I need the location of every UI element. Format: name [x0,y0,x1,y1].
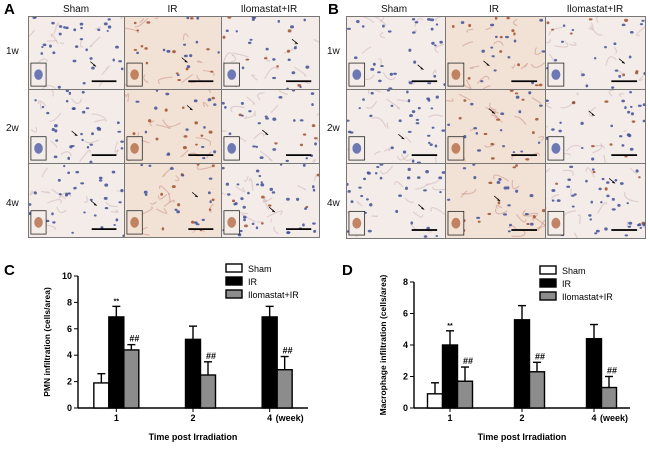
panel-c-bar-ilomastat-ir-4 [276,369,293,409]
panel-d-y-axis-label: Macrophage infiltration (cells/area) [378,274,388,415]
panel-c-legend-label: Ilomastat+IR [248,290,299,300]
panel-b-row-1w: 1w [327,46,340,57]
panel-c-x-unit-label: (week) [276,413,304,423]
panel-c-x-tick-label: 2 [190,413,195,423]
panel-b-micrograph-ir-2w [446,90,545,163]
panel-d-significance-mark: ## [607,366,617,376]
panel-a-row-2w: 2w [6,123,19,134]
panel-d-legend-swatch-ilomastat-ir [539,291,557,301]
panel-d-y-tick-label: 4 [403,340,408,350]
panel-c-plot-area: 0 2 4 6 8 10 PMN infiltration (cells/area) 1 2 4 *… [42,271,308,442]
panel-d-significance-mark: ** [447,323,453,330]
panel-d-bar-sham-1 [426,393,444,409]
panel-a-micrograph-ilomastat-4w [222,164,319,237]
panel-d-x-tick-label: 1 [447,413,452,423]
panel-a-micrograph-sham-4w [29,164,124,237]
panel-d-bar-ir-1 [441,344,459,409]
panel-c-x-tick-label: 4 [267,413,272,423]
panel-b-micrograph-sham-2w [347,90,445,163]
panel-d-legend-swatch-sham [539,265,557,275]
panel-d-chart-svg: 0 2 4 6 8 Macrophage infiltration (cells/area… [378,265,630,442]
panel-c-bar-ilomastat-ir-2 [199,374,217,409]
panel-c-bar-ir-1 [108,316,125,409]
panel-c-y-tick-label: 0 [67,403,72,413]
panel-d-bar-ir-2 [513,319,531,409]
panel-d-x-axis-label: Time post Irradiation [478,432,567,442]
panel-c-y-tick-label: 8 [67,297,72,307]
panel-c-significance-mark: ** [114,298,120,305]
panel-c-legend-label: IR [248,277,258,287]
panel-b-micrograph-grid [346,16,646,239]
panel-a-col-ir: IR [167,4,178,15]
panel-d-letter: D [342,262,353,279]
panel-a-row-1w: 1w [6,46,19,57]
panel-a-micrograph-ilomastat-1w [222,17,319,89]
panel-d-significance-mark: ## [535,351,545,361]
panel-a-micrograph-sham-1w [29,17,124,89]
panel-c-chart-svg: 0 2 4 6 8 10 PMN infiltration (cells/area) 1 2 4 *… [42,263,308,442]
panel-d-y-tick-label: 8 [403,277,408,287]
panel-c-legend-swatch-ilomastat-ir [225,289,243,299]
panel-d-x-tick-label: 4 [591,413,596,423]
panel-d-legend-label: Ilomastat+IR [562,292,613,302]
panel-c-y-tick-label: 2 [67,377,72,387]
panel-d-y-tick-label: 2 [403,372,408,382]
panel-b-row-4w: 4w [327,198,340,209]
panel-c-y-tick-label: 10 [62,271,72,281]
panel-c-x-tick-label: 1 [114,413,119,423]
panel-b-micrograph-ilomastat-4w [546,164,645,238]
panel-a-row-4w: 4w [6,198,19,209]
panel-b-micrograph-ilomastat-1w [546,17,645,89]
panel-c-legend-label: Sham [248,264,272,274]
panel-c-legend-swatch-sham [225,263,243,273]
panel-a-micrograph-ir-4w [125,164,221,237]
panel-d-legend-label: IR [562,279,572,289]
panel-d-legend-label: Sham [562,266,586,276]
panel-c-y-tick-label: 6 [67,324,72,334]
panel-d-y-tick-label: 6 [403,309,408,319]
panel-b-col-sham: Sham [380,4,408,15]
panel-d-bar-ir-4 [585,337,603,409]
panel-c-y-tick-label: 4 [67,350,72,360]
panel-d-legend-swatch-ir [539,278,557,288]
panel-a-micrograph-ir-1w [125,17,221,89]
panel-a-micrograph-ilomastat-2w [222,90,319,163]
panel-b-col-ilomastat: Ilomastat+IR [566,4,624,15]
panel-b-row-2w: 2w [327,123,340,134]
panel-a-col-sham: Sham [62,4,90,15]
panel-b-letter: B [328,1,339,18]
panel-b-micrograph-sham-4w [347,164,445,238]
panel-d-x-unit-label: (week) [600,413,628,423]
panel-a-micrograph-grid [28,16,320,238]
panel-c-letter: C [4,262,15,279]
panel-b-micrograph-ilomastat-2w [546,90,645,163]
panel-c-bar-ir-4 [261,316,278,409]
panel-a-micrograph-sham-2w [29,90,124,163]
panel-c-chart: 0 2 4 6 8 10 PMN infiltration (cells/area) 1 2 4 *… [30,258,330,444]
panel-c-bar-sham-1 [93,382,110,409]
panel-c-significance-mark: ## [283,346,293,356]
panel-c-y-axis-label: PMN infiltration (cells/area) [42,287,52,397]
panel-c-significance-mark: ## [129,334,139,344]
panel-a-col-ilomastat: Ilomastat+IR [240,4,298,15]
panel-d-y-tick-label: 0 [403,403,408,413]
panel-c-bar-ilomastat-ir-1 [123,349,140,409]
panel-c-legend-swatch-ir [225,276,243,286]
panel-d-bar-ilomastat-ir-4 [600,386,618,409]
panel-c-significance-mark: ## [206,351,216,361]
panel-a-micrograph-ir-2w [125,90,221,163]
panel-b-micrograph-ir-1w [446,17,545,89]
panel-d-bar-ilomastat-ir-1 [456,380,474,409]
panel-c-bar-ir-2 [184,338,202,409]
panel-b-col-ir: IR [489,4,499,15]
panel-b-micrograph-ir-4w [446,164,545,238]
panel-c-x-axis-label: Time post Irradiation [149,432,238,442]
panel-b-micrograph-sham-1w [347,17,445,89]
panel-d-significance-mark: ## [463,356,473,366]
panel-d-chart: 0 2 4 6 8 Macrophage infiltration (cells/area… [368,258,650,444]
panel-d-x-tick-label: 2 [519,413,524,423]
panel-d-bar-ilomastat-ir-2 [528,371,546,409]
panel-a-letter: A [4,1,15,18]
panel-d-plot-area: 0 2 4 6 8 Macrophage infiltration (cells/area… [378,274,630,442]
